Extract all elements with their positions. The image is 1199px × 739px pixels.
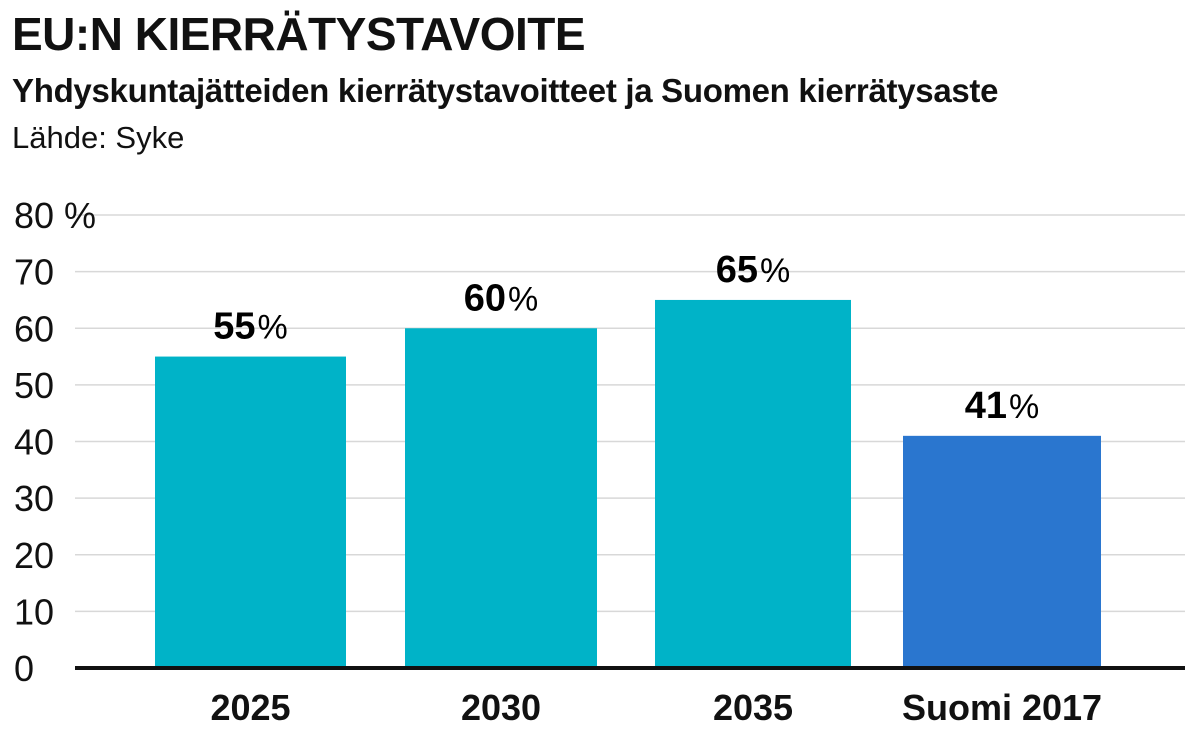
y-tick-label: 30: [14, 478, 54, 519]
x-category-label: 2025: [210, 687, 290, 728]
bars: [155, 299, 1101, 668]
chart-title: EU:N KIERRÄTYSTAVOITE: [12, 8, 586, 60]
data-label: 65%: [716, 249, 791, 291]
x-axis-categories: 2025 2030 2035 Suomi 2017: [210, 687, 1102, 728]
bar-suomi-2017: [903, 435, 1101, 668]
y-tick-label: 10: [14, 591, 54, 632]
y-axis-ticks: 0 10 20 30 40 50 60 70 80 %: [14, 195, 96, 689]
bar-2025: [155, 356, 346, 668]
x-category-label: Suomi 2017: [902, 687, 1102, 728]
chart-source: Lähde: Syke: [12, 120, 185, 155]
bar-2035: [655, 299, 851, 668]
data-label-unit: %: [1009, 388, 1039, 426]
y-tick-label: 20: [14, 535, 54, 576]
y-tick-label: 70: [14, 252, 54, 293]
y-tick-label: 60: [14, 308, 54, 349]
data-label: 41%: [965, 385, 1040, 427]
data-label-value: 55: [213, 306, 255, 348]
data-label-unit: %: [508, 280, 538, 318]
x-category-label: 2035: [713, 687, 793, 728]
data-label: 55%: [213, 306, 288, 348]
bar-2030: [405, 328, 597, 668]
data-label-value: 41: [965, 385, 1007, 427]
y-tick-label: 0: [14, 648, 34, 689]
chart-subtitle: Yhdyskuntajätteiden kierrätystavoitteet …: [12, 72, 999, 109]
data-labels: 55%60%65%41%: [213, 249, 1039, 427]
data-label: 60%: [464, 277, 539, 319]
y-tick-label: 80 %: [14, 195, 96, 236]
data-label-unit: %: [258, 309, 288, 347]
y-tick-label: 50: [14, 365, 54, 406]
data-label-unit: %: [760, 252, 790, 290]
y-tick-label: 40: [14, 422, 54, 463]
x-category-label: 2030: [461, 687, 541, 728]
data-label-value: 60: [464, 277, 506, 319]
data-label-value: 65: [716, 249, 758, 291]
